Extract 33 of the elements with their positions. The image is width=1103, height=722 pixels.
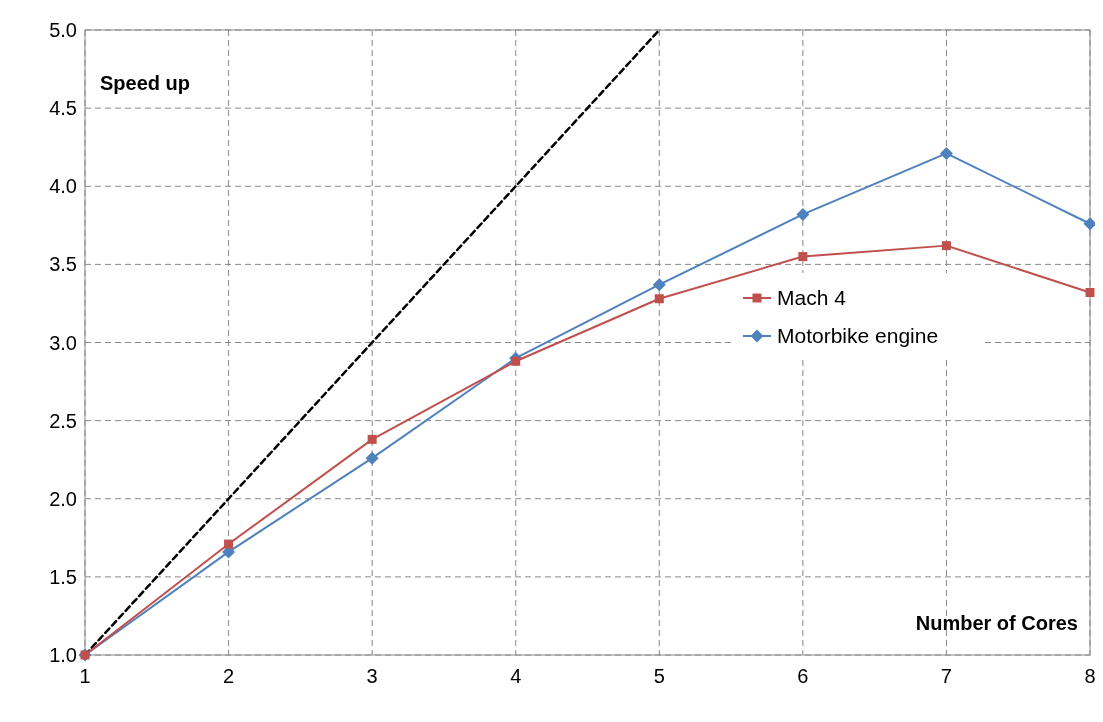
- point: [1083, 217, 1095, 231]
- y-tick-label: 2.5: [49, 409, 77, 432]
- y-tick-label: 3.0: [49, 331, 77, 354]
- y-tick-label: 3.5: [49, 253, 77, 276]
- y-tick-label: 2.0: [49, 487, 77, 510]
- legend-label: Mach 4: [777, 286, 847, 309]
- point: [1085, 288, 1095, 297]
- point: [941, 241, 951, 251]
- x-tick-label: 3: [366, 665, 378, 687]
- x-tick-label: 1: [79, 665, 91, 687]
- point: [939, 146, 953, 160]
- legend-label: Motorbike engine: [777, 324, 939, 347]
- x-tick-label: 8: [1084, 665, 1096, 687]
- point: [798, 252, 808, 262]
- y-tick-label: 5.0: [49, 19, 77, 41]
- x-axis-title: Number of Cores: [915, 612, 1078, 634]
- y-tick-label: 4.5: [49, 97, 77, 120]
- point: [511, 356, 521, 366]
- point: [796, 207, 810, 221]
- point: [654, 294, 664, 304]
- y-tick-label: 1.0: [49, 644, 77, 666]
- x-tick-label: 5: [653, 665, 665, 687]
- y-axis-title: Speed up: [100, 72, 191, 94]
- point: [652, 278, 666, 292]
- x-tick-label: 6: [797, 665, 809, 687]
- x-tick-label: 2: [223, 665, 235, 687]
- point: [367, 434, 377, 444]
- y-tick-label: 4.0: [49, 175, 77, 198]
- y-tick-label: 1.5: [49, 565, 77, 588]
- point: [365, 451, 379, 465]
- point: [224, 539, 234, 549]
- x-tick-label: 4: [510, 665, 522, 687]
- x-tick-label: 7: [940, 665, 952, 687]
